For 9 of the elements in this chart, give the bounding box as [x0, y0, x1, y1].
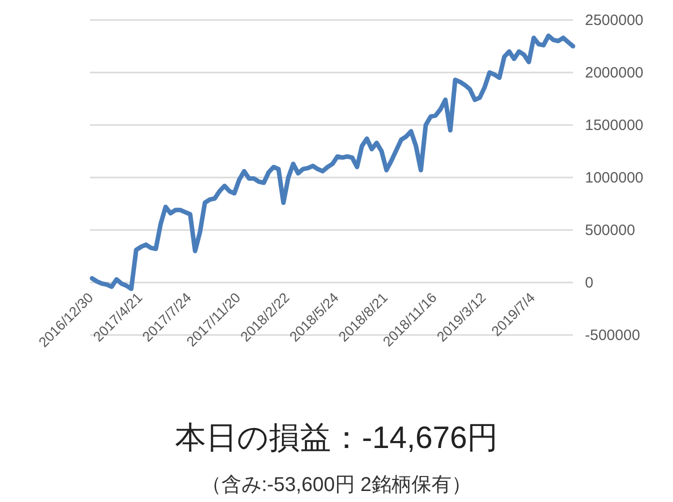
ytick: -500000	[585, 327, 640, 344]
title: 本日の損益：-14,676円	[174, 420, 498, 455]
ytick: 2500000	[585, 12, 644, 29]
ytick: 1500000	[585, 117, 644, 134]
subtitle: （含み:-53,600円 2銘柄保有）	[201, 474, 472, 496]
ytick: 1000000	[585, 170, 644, 186]
ytick: 2000000	[585, 64, 644, 82]
ytick: 500000	[585, 222, 636, 239]
ytick: 0	[585, 274, 594, 292]
